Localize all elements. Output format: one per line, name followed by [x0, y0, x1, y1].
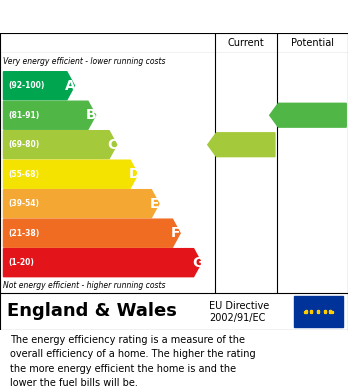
- Polygon shape: [3, 131, 117, 159]
- Text: (55-68): (55-68): [9, 170, 40, 179]
- Text: England & Wales: England & Wales: [7, 303, 177, 321]
- Text: The energy efficiency rating is a measure of the
overall efficiency of a home. T: The energy efficiency rating is a measur…: [10, 335, 256, 388]
- Polygon shape: [3, 190, 159, 218]
- Text: (39-54): (39-54): [9, 199, 40, 208]
- Bar: [294, 296, 343, 327]
- Text: E: E: [150, 197, 159, 211]
- Text: G: G: [192, 256, 203, 270]
- Polygon shape: [270, 103, 346, 127]
- Polygon shape: [3, 249, 201, 277]
- Polygon shape: [3, 101, 96, 129]
- Text: C: C: [107, 138, 118, 152]
- Polygon shape: [208, 133, 275, 157]
- Text: Very energy efficient - lower running costs: Very energy efficient - lower running co…: [3, 57, 166, 66]
- Text: 2002/91/EC: 2002/91/EC: [209, 313, 265, 323]
- Text: B: B: [86, 108, 97, 122]
- Text: Current: Current: [227, 38, 264, 48]
- Text: (81-91): (81-91): [9, 111, 40, 120]
- Polygon shape: [3, 72, 74, 100]
- Text: A: A: [65, 79, 76, 93]
- Text: (21-38): (21-38): [9, 229, 40, 238]
- Text: (1-20): (1-20): [9, 258, 34, 267]
- Text: Potential: Potential: [291, 38, 334, 48]
- Polygon shape: [3, 219, 180, 247]
- Polygon shape: [3, 160, 138, 188]
- Text: (69-80): (69-80): [9, 140, 40, 149]
- Text: (92-100): (92-100): [9, 81, 45, 90]
- Text: Not energy efficient - higher running costs: Not energy efficient - higher running co…: [3, 281, 166, 290]
- Text: D: D: [128, 167, 140, 181]
- Text: EU Directive: EU Directive: [209, 301, 269, 311]
- Text: F: F: [171, 226, 180, 240]
- Text: Energy Efficiency Rating: Energy Efficiency Rating: [10, 9, 220, 24]
- Text: 86: 86: [304, 109, 321, 122]
- Text: 74: 74: [237, 138, 254, 151]
